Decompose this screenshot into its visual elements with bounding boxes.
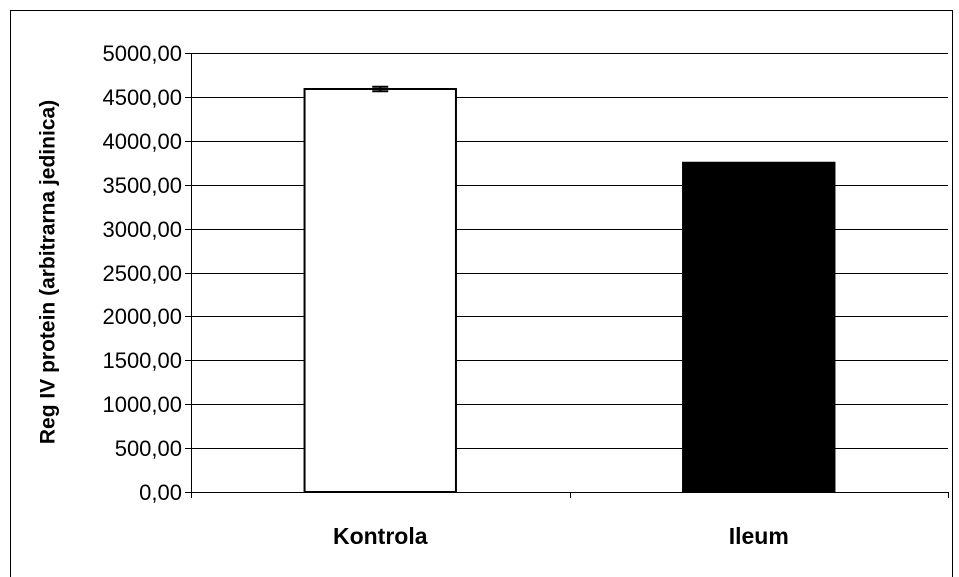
y-tick-label: 1500,00 <box>102 348 182 373</box>
y-tick-label: 0,00 <box>139 480 182 505</box>
bar-ileum <box>682 161 836 493</box>
x-axis-ticks <box>191 492 949 498</box>
y-axis-ticks: 0,00 500,00 1000,00 1500,00 2000,00 2500,00 30… <box>102 41 191 505</box>
category-label: Kontrola <box>333 523 428 549</box>
error-bar <box>372 85 389 93</box>
y-tick-label: 2500,00 <box>102 261 182 286</box>
y-tick-label: 4000,00 <box>102 129 182 154</box>
bar-kontrola <box>303 87 457 494</box>
y-tick-label: 4500,00 <box>102 85 182 110</box>
bars <box>303 85 836 494</box>
y-tick-label: 3000,00 <box>102 217 182 242</box>
y-tick-label: 2000,00 <box>102 304 182 329</box>
y-axis-label: Reg IV protein (arbitrarna jedinica) <box>36 100 59 444</box>
chart-border <box>10 10 953 577</box>
y-tick-label: 5000,00 <box>102 41 182 66</box>
category-labels: Kontrola Ileum <box>333 523 789 549</box>
y-tick-label: 1000,00 <box>102 392 182 417</box>
category-label: Ileum <box>729 523 789 549</box>
y-tick-label: 500,00 <box>115 436 182 461</box>
y-tick-label: 3500,00 <box>102 173 182 198</box>
